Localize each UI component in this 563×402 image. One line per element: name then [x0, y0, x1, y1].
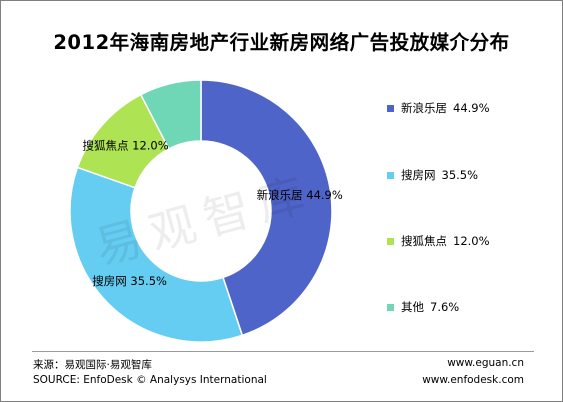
- slice-label-2: 搜房网 35.5%: [92, 274, 167, 288]
- legend-swatch-3: [387, 237, 394, 245]
- legend-item-3: 搜狐焦点 12.0%: [387, 233, 490, 249]
- url-enfodesk[interactable]: www.enfodesk.com: [422, 374, 524, 386]
- donut-slice-2: [69, 166, 244, 343]
- slice-label-3: 搜狐焦点 12.0%: [82, 138, 168, 152]
- legend-label-4: 其他: [401, 300, 424, 314]
- legend-item-2: 搜房网 35.5%: [387, 167, 478, 183]
- legend-swatch-2: [387, 171, 394, 179]
- legend-value-2: 35.5%: [441, 168, 479, 182]
- legend-label-1: 新浪乐居: [401, 101, 447, 115]
- legend-value-4: 7.6%: [430, 300, 460, 314]
- legend-swatch-4: [387, 303, 394, 311]
- legend-swatch-1: [387, 104, 394, 112]
- donut-slice-4: [139, 79, 202, 150]
- legend-value-3: 12.0%: [453, 234, 490, 248]
- source-en: SOURCE: EnfoDesk © Analysys Internationa…: [33, 374, 267, 386]
- footer-divider: [32, 351, 534, 352]
- legend-label-3: 搜狐焦点: [401, 234, 447, 248]
- legend-value-1: 44.9%: [453, 101, 490, 115]
- source-cn: 来源：易观国际·易观智库: [33, 359, 152, 371]
- legend-item-1: 新浪乐居 44.9%: [387, 100, 490, 116]
- chart-title: 2012年海南房地产行业新房网络广告投放媒介分布: [53, 31, 510, 54]
- url-eguan[interactable]: www.eguan.cn: [447, 357, 524, 369]
- legend-item-4: 其他 7.6%: [387, 299, 459, 315]
- slice-label-1: 新浪乐居 44.9%: [257, 188, 343, 202]
- legend-label-2: 搜房网: [401, 168, 436, 182]
- donut-slice-1: [200, 79, 333, 337]
